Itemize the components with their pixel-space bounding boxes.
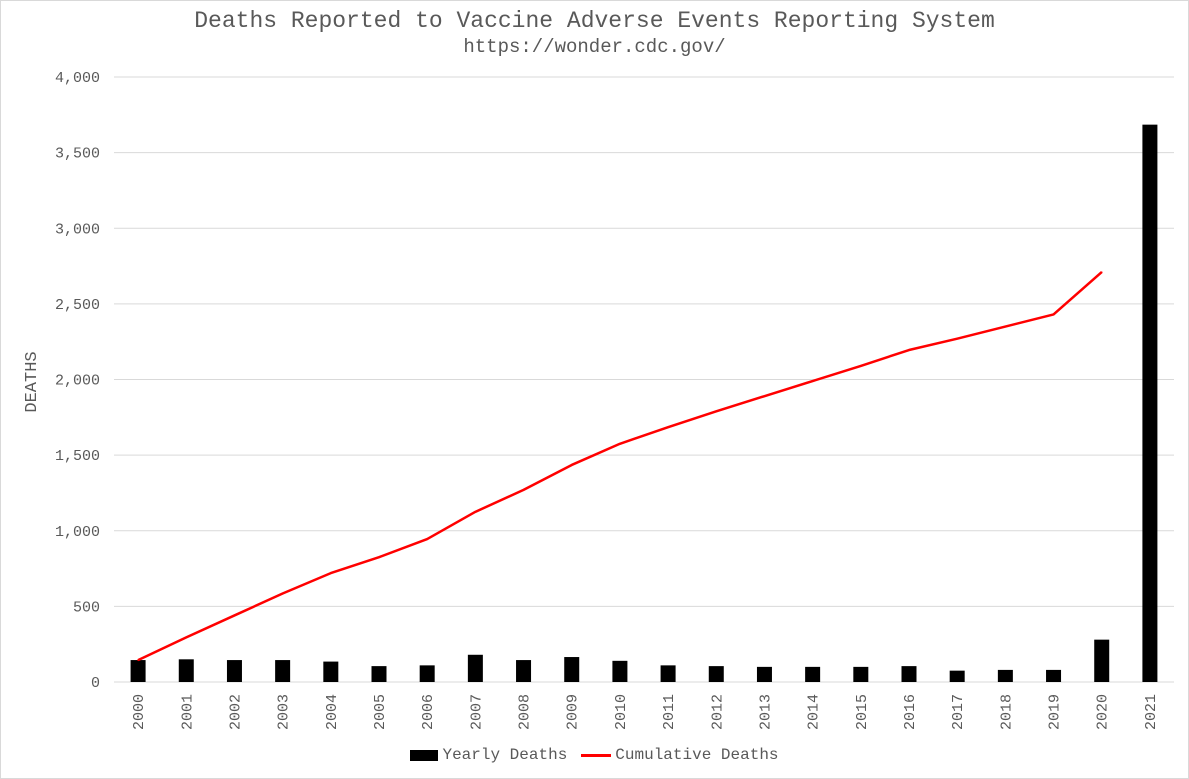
x-tick-label: 2014 bbox=[806, 694, 823, 730]
x-tick-label: 2007 bbox=[468, 694, 485, 730]
legend-item-yearly: Yearly Deaths bbox=[410, 746, 567, 764]
x-tick-label: 2008 bbox=[517, 694, 534, 730]
point-cumulative-2014 bbox=[811, 380, 814, 382]
chart-subtitle: https://wonder.cdc.gov/ bbox=[463, 36, 726, 58]
legend-label-cumulative: Cumulative Deaths bbox=[615, 746, 779, 764]
point-cumulative-2020 bbox=[1100, 271, 1103, 273]
legend-item-cumulative: Cumulative Deaths bbox=[581, 746, 779, 764]
x-tick-label: 2017 bbox=[950, 694, 967, 730]
point-cumulative-2000 bbox=[137, 659, 139, 661]
bar-yearly-2003 bbox=[275, 660, 291, 682]
legend-swatch-cumulative bbox=[581, 753, 612, 757]
bar-yearly-2007 bbox=[467, 654, 483, 682]
x-tick-label: 2002 bbox=[227, 694, 244, 730]
gridlines bbox=[114, 76, 1174, 683]
x-tick-label: 2021 bbox=[1143, 694, 1160, 730]
y-tick-labels: 0 500 1,000 1,500 2,000 2,500 3,000 3,500 4,000 bbox=[55, 70, 100, 692]
y-axis-label: DEATHS bbox=[23, 351, 42, 412]
x-tick-label: 2019 bbox=[1047, 694, 1064, 730]
bar-yearly-2004 bbox=[323, 661, 339, 682]
x-tick-label: 2018 bbox=[998, 694, 1015, 730]
x-tick-label: 2011 bbox=[661, 694, 678, 730]
bar-yearly-2013 bbox=[756, 666, 772, 682]
bar-yearly-2012 bbox=[708, 666, 724, 682]
bar-yearly-2006 bbox=[419, 665, 435, 682]
bar-yearly-2021 bbox=[1142, 124, 1158, 683]
x-tick-label: 2006 bbox=[420, 694, 437, 730]
legend-swatch-yearly bbox=[410, 749, 439, 761]
y-tick-label: 4,000 bbox=[55, 70, 100, 87]
x-tick-label: 2020 bbox=[1095, 694, 1112, 730]
chart-title: Deaths Reported to Vaccine Adverse Event… bbox=[194, 8, 995, 34]
y-tick-label: 500 bbox=[73, 599, 100, 616]
y-tick-label: 3,000 bbox=[55, 221, 100, 238]
x-tick-labels: 2000 2001 2002 2003 2004 2005 2006 2007 2008 2009… bbox=[131, 694, 1160, 730]
bar-yearly-2009 bbox=[564, 657, 580, 682]
point-cumulative-2013 bbox=[763, 395, 766, 397]
x-tick-label: 2005 bbox=[372, 694, 389, 730]
bar-yearly-2002 bbox=[226, 660, 242, 682]
y-tick-label: 2,500 bbox=[55, 297, 100, 314]
bar-yearly-2017 bbox=[949, 670, 965, 682]
point-cumulative-2004 bbox=[330, 572, 332, 574]
point-cumulative-2008 bbox=[522, 489, 525, 491]
point-cumulative-2015 bbox=[860, 365, 862, 367]
bars-yearly-deaths bbox=[130, 124, 1158, 683]
x-tick-label: 2013 bbox=[757, 694, 774, 730]
point-cumulative-2016 bbox=[908, 349, 910, 351]
bar-yearly-2018 bbox=[997, 669, 1013, 682]
point-cumulative-2002 bbox=[233, 614, 236, 617]
line-cumulative-deaths bbox=[137, 271, 1103, 662]
y-tick-label: 1,500 bbox=[55, 448, 100, 465]
point-cumulative-2007 bbox=[474, 511, 477, 513]
x-tick-label: 2001 bbox=[179, 694, 196, 730]
y-tick-label: 0 bbox=[91, 675, 100, 692]
series-line-cumulative bbox=[137, 271, 1103, 662]
point-cumulative-2003 bbox=[281, 592, 284, 595]
point-cumulative-2006 bbox=[426, 538, 428, 540]
y-tick-label: 2,000 bbox=[55, 373, 100, 390]
y-tick-label: 3,500 bbox=[55, 146, 100, 163]
x-tick-label: 2010 bbox=[613, 694, 630, 730]
legend-label-yearly: Yearly Deaths bbox=[442, 746, 568, 764]
x-tick-label: 2003 bbox=[276, 694, 293, 730]
point-cumulative-2019 bbox=[1052, 313, 1055, 316]
point-cumulative-2012 bbox=[715, 410, 718, 413]
x-tick-label: 2009 bbox=[565, 694, 582, 730]
x-tick-label: 2015 bbox=[854, 694, 871, 730]
bar-yearly-2000 bbox=[130, 660, 146, 682]
bar-yearly-2011 bbox=[660, 665, 676, 682]
point-cumulative-2009 bbox=[570, 464, 573, 466]
bar-yearly-2005 bbox=[371, 666, 387, 682]
bar-yearly-2008 bbox=[516, 660, 532, 682]
bar-yearly-2010 bbox=[612, 660, 628, 682]
x-tick-label: 2016 bbox=[902, 694, 919, 730]
point-cumulative-2010 bbox=[619, 442, 621, 445]
bar-yearly-2020 bbox=[1094, 639, 1110, 682]
point-cumulative-2017 bbox=[956, 337, 958, 340]
bar-yearly-2019 bbox=[1046, 669, 1062, 682]
x-tick-label: 2000 bbox=[131, 694, 148, 730]
point-cumulative-2001 bbox=[185, 636, 188, 639]
bar-yearly-2016 bbox=[901, 666, 917, 682]
bar-yearly-2014 bbox=[805, 666, 821, 682]
bar-yearly-2001 bbox=[178, 659, 194, 682]
point-cumulative-2018 bbox=[1004, 325, 1007, 328]
point-cumulative-2005 bbox=[378, 556, 380, 559]
legend: Yearly Deaths Cumulative Deaths bbox=[0, 746, 1189, 764]
x-tick-label: 2004 bbox=[324, 694, 341, 730]
point-cumulative-2011 bbox=[667, 426, 669, 428]
bar-yearly-2015 bbox=[853, 666, 869, 682]
x-tick-label: 2012 bbox=[709, 694, 726, 730]
y-tick-label: 1,000 bbox=[55, 524, 100, 541]
